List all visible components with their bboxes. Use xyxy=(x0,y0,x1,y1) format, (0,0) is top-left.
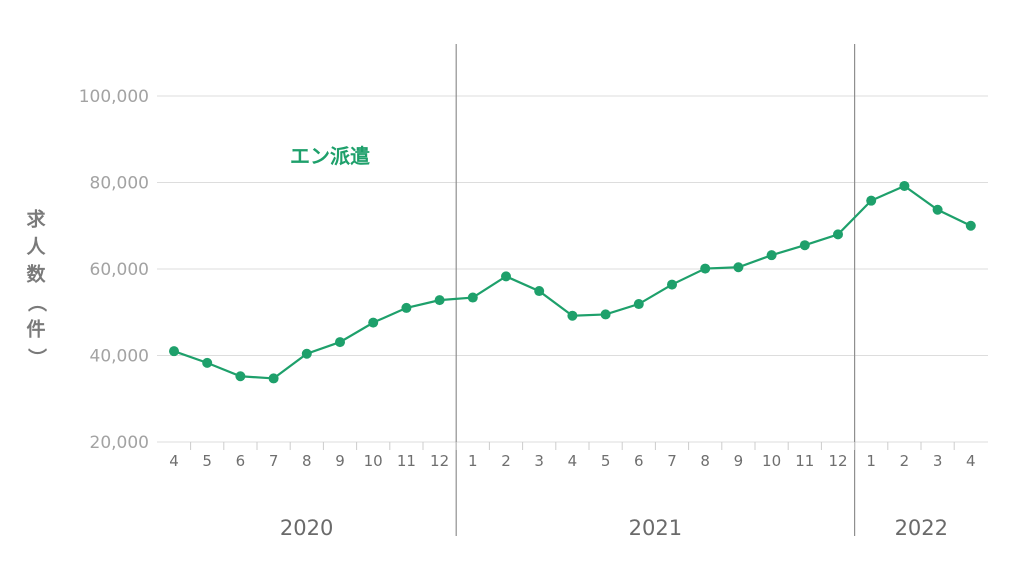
data-point xyxy=(965,220,976,231)
x-tick-label: 10 xyxy=(364,452,383,470)
y-tick-label: 80,000 xyxy=(90,174,149,194)
x-tick-label: 1 xyxy=(468,452,478,470)
y-axis-ticks: 20,000 40,000 60,000 80,000 100,000 xyxy=(79,87,149,453)
data-point xyxy=(667,279,677,290)
data-point xyxy=(501,271,511,282)
data-point xyxy=(733,262,744,273)
x-tick-label: 5 xyxy=(601,452,611,470)
data-point xyxy=(700,263,711,274)
y-tick-label: 40,000 xyxy=(90,347,149,367)
data-point xyxy=(235,371,246,382)
x-tick-label: 3 xyxy=(933,452,943,470)
x-tick-label: 11 xyxy=(397,452,416,470)
year-label-2020: 2020 xyxy=(280,516,333,540)
data-point xyxy=(368,317,379,328)
y-axis-title-char: 人 xyxy=(26,236,46,258)
year-label-2022: 2022 xyxy=(895,516,948,540)
x-tick-label: 4 xyxy=(568,452,578,470)
y-axis-title-char: （ xyxy=(26,293,49,312)
x-tick-label: 9 xyxy=(734,452,744,470)
series-line xyxy=(173,184,972,380)
x-tick-label: 12 xyxy=(828,452,847,470)
x-tick-label: 2 xyxy=(900,452,910,470)
y-tick-label: 20,000 xyxy=(90,433,149,453)
x-tick-label: 8 xyxy=(302,452,312,470)
year-label-2021: 2021 xyxy=(629,516,682,540)
year-dividers xyxy=(455,44,856,536)
x-tick-label: 10 xyxy=(762,452,781,470)
data-point xyxy=(633,299,644,310)
y-tick-label: 60,000 xyxy=(90,260,149,280)
x-axis-ticks: 4 5 6 7 8 9 10 11 12 1 2 3 4 5 6 7 8 9 10 11 12 1 2 3 4 xyxy=(169,442,976,470)
data-point xyxy=(766,250,777,261)
data-point xyxy=(467,292,478,303)
y-axis-title: 求人数 （ 件 ） xyxy=(26,208,49,368)
y-axis-title-char: 件 xyxy=(26,318,45,341)
x-tick-label: 4 xyxy=(966,452,976,470)
x-tick-label: 11 xyxy=(795,452,814,470)
x-tick-label: 5 xyxy=(202,452,212,470)
data-point xyxy=(401,302,412,313)
x-tick-label: 1 xyxy=(866,452,876,470)
y-axis-title-char: 求 xyxy=(26,208,46,231)
data-point xyxy=(335,337,345,348)
series xyxy=(169,180,976,384)
y-axis-title-char: ） xyxy=(26,348,49,367)
data-point xyxy=(268,373,279,384)
data-point xyxy=(169,346,179,357)
data-point xyxy=(866,195,877,206)
x-tick-label: 6 xyxy=(634,452,644,470)
data-point xyxy=(301,348,312,359)
data-point xyxy=(202,357,213,368)
year-labels: 2020 2021 2022 xyxy=(280,516,948,540)
x-tick-label: 7 xyxy=(667,452,677,470)
x-tick-label: 12 xyxy=(430,452,449,470)
data-point xyxy=(799,240,810,251)
data-point xyxy=(899,180,910,191)
data-point xyxy=(833,229,843,240)
y-tick-label: 100,000 xyxy=(79,87,149,107)
data-point xyxy=(600,309,611,320)
x-tick-label: 3 xyxy=(534,452,544,470)
data-point xyxy=(434,295,445,306)
x-tick-label: 7 xyxy=(269,452,279,470)
x-tick-label: 2 xyxy=(501,452,511,470)
x-tick-label: 4 xyxy=(169,452,179,470)
data-point xyxy=(932,204,943,215)
x-tick-label: 8 xyxy=(700,452,710,470)
series-labels: エン派遣 xyxy=(290,144,370,168)
x-tick-label: 9 xyxy=(335,452,345,470)
grid-lines xyxy=(157,95,988,443)
data-point xyxy=(567,310,578,321)
data-point xyxy=(534,286,545,297)
y-axis-title-char: 数 xyxy=(26,263,46,286)
x-tick-label: 6 xyxy=(236,452,246,470)
series-label: エン派遣 xyxy=(290,144,370,168)
